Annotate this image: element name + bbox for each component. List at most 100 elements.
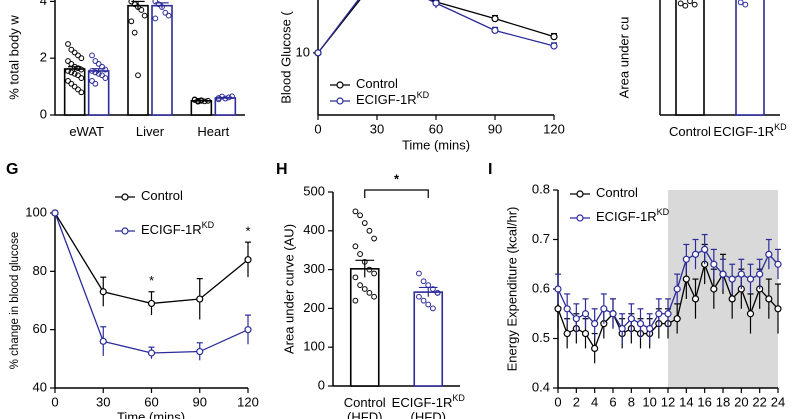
data-point <box>357 212 363 219</box>
legend-marker <box>336 97 344 105</box>
legend-label: Control <box>356 76 398 91</box>
data-point <box>430 305 436 312</box>
x-tick-label: 60 <box>429 121 443 136</box>
marker <box>701 245 709 253</box>
marker <box>756 270 764 278</box>
x-tick-label: ECIGF-1RKD <box>392 393 466 410</box>
data-point <box>78 89 85 96</box>
marker <box>682 275 690 283</box>
x-tick-label: 14 <box>679 394 693 409</box>
data-point <box>691 1 698 8</box>
data-point <box>92 69 99 76</box>
marker <box>572 315 580 323</box>
data-point <box>152 15 159 22</box>
x-tick-label: 120 <box>237 394 259 409</box>
marker <box>244 326 252 334</box>
data-point <box>742 1 749 8</box>
data-point <box>135 4 141 10</box>
data-point <box>352 274 359 281</box>
marker <box>491 26 499 35</box>
x-tick-label: 10 <box>642 394 656 409</box>
x-tick-label-main: Control <box>344 395 386 410</box>
data-point <box>677 0 684 7</box>
legend-marker <box>576 214 584 222</box>
legend-label-main: ECIGF-1R <box>596 209 657 224</box>
marker <box>673 315 681 323</box>
legend-label-superscript: KD <box>202 220 215 230</box>
legend-label: ECIGF-1RKD <box>141 220 215 237</box>
data-point <box>128 18 135 25</box>
data-point <box>737 0 744 6</box>
x-tick-label: 30 <box>96 394 110 409</box>
significance-bracket <box>364 189 429 198</box>
x-tick-label: 8 <box>628 394 635 409</box>
marker <box>147 299 156 308</box>
y-axis-label: Area under cu <box>616 17 631 99</box>
y-axis-label: % change in blood glucose <box>9 232 21 369</box>
data-point <box>165 12 172 19</box>
x-tick-label-line2: (HFD) <box>411 409 446 419</box>
marker <box>244 256 252 264</box>
marker <box>99 288 107 296</box>
data-point <box>68 60 75 67</box>
x-tick-label: 16 <box>697 394 711 409</box>
y-tick-label: 0 <box>318 377 325 392</box>
marker <box>51 209 59 217</box>
data-point <box>128 0 135 5</box>
data-point <box>131 1 138 8</box>
data-point <box>434 289 441 296</box>
data-point <box>89 68 95 74</box>
marker <box>563 329 571 338</box>
marker <box>609 310 617 318</box>
marker <box>737 270 745 278</box>
x-tick-label: Heart <box>197 124 229 139</box>
y-axis-label: Energy Expenditure (kcal/hr) <box>504 207 519 372</box>
significance-label: * <box>394 171 400 186</box>
y-tick-label: 400 <box>303 222 325 237</box>
data-point <box>371 293 377 300</box>
data-point <box>75 86 81 93</box>
y-axis-label: Area under curve (AU) <box>281 224 296 354</box>
x-tick-label-main: ECIGF-1R <box>713 124 774 139</box>
data-point <box>195 98 201 105</box>
data-point <box>99 72 105 79</box>
marker <box>563 305 571 313</box>
legend-marker <box>336 81 344 89</box>
x-tick-label: Control <box>669 124 711 139</box>
marker <box>728 275 736 283</box>
data-point <box>92 58 99 64</box>
legend-marker <box>121 193 129 201</box>
data-point <box>102 66 109 73</box>
y-tick-label: 0 <box>40 106 47 121</box>
x-tick-label-superscript: KD <box>774 122 787 132</box>
data-point <box>357 251 363 257</box>
marker <box>618 325 626 333</box>
data-point <box>71 83 78 90</box>
data-point <box>357 282 363 289</box>
data-point <box>159 4 165 10</box>
data-point <box>198 97 205 104</box>
marker <box>196 347 204 356</box>
data-point <box>65 58 71 64</box>
marker <box>673 285 681 293</box>
data-point <box>71 49 78 56</box>
marker <box>591 320 599 328</box>
marker <box>710 260 718 268</box>
data-point <box>135 72 141 79</box>
x-tick-label-main: Heart <box>197 124 229 139</box>
data-point <box>687 0 693 5</box>
x-tick-label: 2 <box>573 394 580 409</box>
marker <box>581 310 590 318</box>
marker <box>581 329 590 338</box>
y-tick-label: 0.6 <box>532 280 550 295</box>
data-point <box>95 70 102 77</box>
data-point <box>71 70 78 77</box>
data-point <box>371 270 377 277</box>
x-tick-label-superscript: KD <box>452 393 465 403</box>
data-point <box>425 301 432 308</box>
panel-letter: I <box>488 161 492 178</box>
data-point <box>366 266 373 273</box>
legend-label-superscript: KD <box>657 207 670 217</box>
marker <box>765 250 773 258</box>
data-point <box>141 12 148 19</box>
